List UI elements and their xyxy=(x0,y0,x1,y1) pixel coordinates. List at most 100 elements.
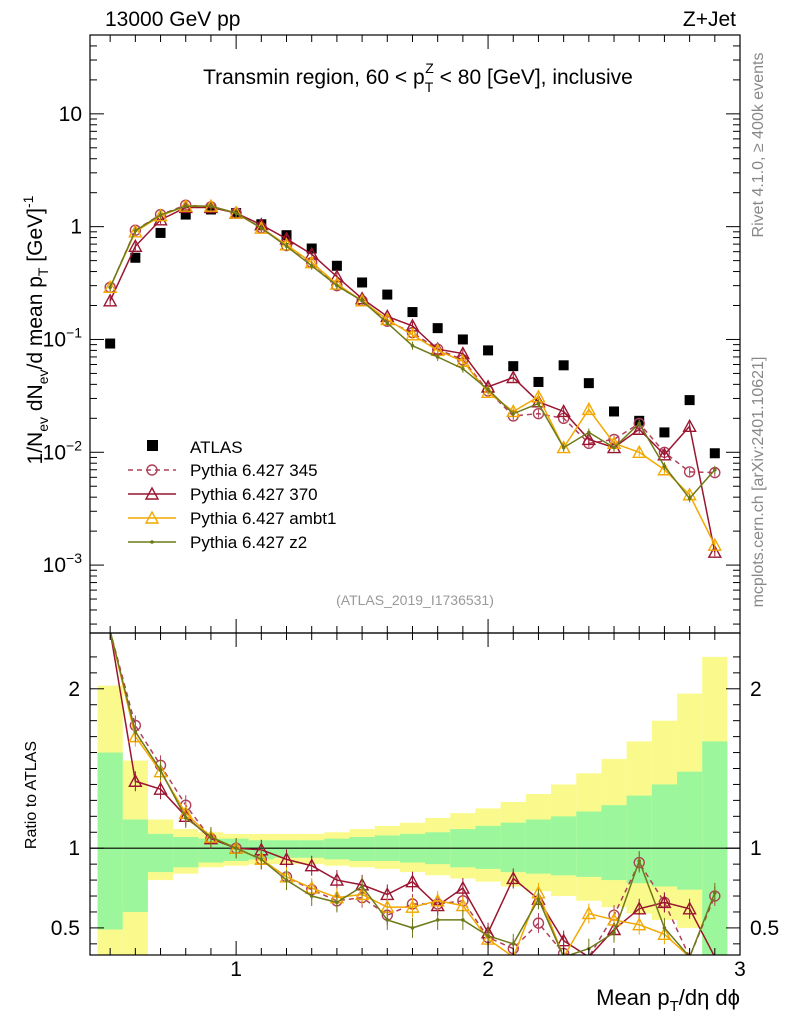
point-ambt1 xyxy=(581,401,597,416)
main-y-tick-label: 10−3 xyxy=(43,550,83,577)
legend-label-ambt1: Pythia 6.427 ambt1 xyxy=(190,509,336,528)
ratio-point-z2 xyxy=(183,816,188,820)
ratio-y-tick-label-left: 2 xyxy=(68,678,80,701)
ratio-point-z2 xyxy=(461,918,465,922)
point-z2 xyxy=(511,411,516,416)
ratio-point-370 xyxy=(455,880,471,894)
x-tick-label: 3 xyxy=(734,958,746,981)
ratio-band-inner xyxy=(198,838,224,863)
ratio-point-ambt1 xyxy=(354,886,370,901)
point-370 xyxy=(506,370,521,384)
point-370 xyxy=(707,544,722,558)
ratio-band-inner xyxy=(122,819,148,912)
point-370 xyxy=(657,447,672,461)
point-z2 xyxy=(385,321,390,325)
point-z2 xyxy=(561,445,566,450)
point-ATLAS xyxy=(331,260,342,271)
point-z2 xyxy=(687,496,692,501)
ratio-point-z2 xyxy=(234,846,238,850)
legend-marker-z2 xyxy=(150,540,154,544)
point-z2 xyxy=(108,285,112,290)
ratio-point-370 xyxy=(279,851,294,866)
ratio-band-inner xyxy=(677,771,703,890)
point-ATLAS xyxy=(457,334,468,345)
point-ATLAS xyxy=(684,395,695,406)
point-ambt1 xyxy=(405,327,420,341)
point-ambt1 xyxy=(128,224,143,238)
point-ATLAS xyxy=(105,338,116,349)
point-z2 xyxy=(612,445,616,450)
point-370 xyxy=(581,431,597,446)
point-z2 xyxy=(133,228,138,233)
point-z2 xyxy=(662,464,667,469)
main-y-tick-label: 10 xyxy=(59,103,82,126)
ratio-y-tick-label-right: 2 xyxy=(750,678,762,701)
point-370 xyxy=(606,440,622,454)
ratio-frame xyxy=(89,632,741,956)
ratio-point-ambt1 xyxy=(657,926,672,940)
point-z2 xyxy=(284,244,289,249)
ratio-point-ambt1 xyxy=(405,899,420,913)
ratio-point-z2 xyxy=(637,859,642,863)
ratio-band-inner xyxy=(349,837,375,861)
point-z2 xyxy=(209,204,213,208)
point-ambt1 xyxy=(354,293,370,307)
point-ATLAS xyxy=(407,307,418,318)
ratio-band-inner xyxy=(97,752,123,930)
ratio-point-z2 xyxy=(284,878,289,882)
ratio-point-z2 xyxy=(511,942,516,946)
main-y-tick-label: 1 xyxy=(70,216,82,239)
ratio-point-z2 xyxy=(713,891,717,895)
ratio-point-370 xyxy=(304,858,319,872)
ratio-band-inner xyxy=(273,840,300,858)
ratio-point-370 xyxy=(682,901,697,915)
ratio-point-z2 xyxy=(335,900,339,905)
point-z2 xyxy=(461,366,465,371)
header-left: 13000 GeV pp xyxy=(105,8,241,31)
point-z2 xyxy=(587,430,591,435)
point-370 xyxy=(128,238,143,252)
ratio-band-inner xyxy=(525,819,552,874)
point-z2 xyxy=(360,299,364,303)
main-y-tick-label: 10−1 xyxy=(43,324,83,351)
point-ATLAS xyxy=(382,289,393,300)
ratio-band-inner xyxy=(500,822,526,873)
point-ambt1 xyxy=(153,208,168,222)
point-ambt1 xyxy=(102,279,118,294)
ratio-point-370 xyxy=(556,933,571,947)
x-tick-label: 1 xyxy=(230,958,242,981)
point-ATLAS xyxy=(432,323,443,334)
ratio-band-inner xyxy=(551,816,577,876)
ratio-point-370 xyxy=(632,901,647,915)
point-z2 xyxy=(335,283,339,288)
legend-label-ATLAS: ATLAS xyxy=(190,438,243,457)
rivet-label: Rivet 4.1.0, ≥ 400k events xyxy=(750,53,767,238)
point-ATLAS xyxy=(558,360,569,371)
point-z2 xyxy=(637,421,642,426)
point-z2 xyxy=(486,387,490,392)
point-370 xyxy=(556,404,571,418)
ratio-point-370 xyxy=(329,872,345,886)
ratio-point-z2 xyxy=(662,926,667,930)
ratio-band-inner xyxy=(173,837,199,868)
point-ATLAS xyxy=(483,345,494,356)
ratio-point-z2 xyxy=(259,857,264,862)
ratio-y-tick-label-right: 1 xyxy=(750,837,762,860)
point-z2 xyxy=(435,355,440,359)
point-ambt1 xyxy=(556,440,571,454)
ratio-point-z2 xyxy=(158,768,163,772)
x-axis-label: Mean pT/dη dϕ xyxy=(596,985,740,1015)
legend: ATLAS Pythia 6.427 345 Pythia 6.427 370 Pyt… xyxy=(128,438,336,552)
point-ATLAS xyxy=(357,277,368,288)
ratio-point-ambt1 xyxy=(632,917,647,931)
point-ambt1 xyxy=(632,444,647,458)
point-z2 xyxy=(713,467,717,472)
point-370 xyxy=(153,212,168,226)
point-z2 xyxy=(259,226,264,230)
point-ATLAS xyxy=(609,406,620,417)
point-ATLAS xyxy=(155,227,166,238)
point-370 xyxy=(102,293,118,307)
ratio-point-370 xyxy=(506,871,521,885)
analysis-watermark: (ATLAS_2019_I1736531) xyxy=(336,592,494,608)
ratio-band-inner xyxy=(651,784,678,887)
